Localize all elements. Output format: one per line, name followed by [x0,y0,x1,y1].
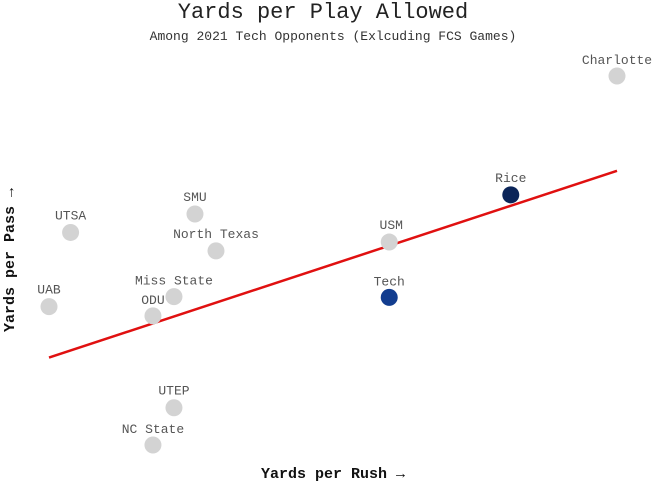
point-utsa [62,223,80,241]
point-miss-state [165,288,183,306]
y-axis-label: Yards per Pass → [2,188,19,332]
point-label-uab: UAB [37,283,61,298]
x-axis-label: Yards per Rush → [261,466,405,483]
point-label-nc-state: NC State [122,422,184,437]
point-smu [186,205,204,223]
point-charlotte [608,67,626,85]
point-label-north-texas: North Texas [173,227,259,242]
chart-subtitle: Among 2021 Tech Opponents (Exlcuding FCS… [150,29,517,44]
point-label-odu: ODU [141,293,164,308]
point-odu [144,307,162,325]
point-label-charlotte: Charlotte [582,53,652,68]
point-label-utsa: UTSA [55,208,86,223]
point-rice [502,186,520,204]
point-north-texas [207,242,225,260]
points-layer [40,67,626,454]
point-nc-state [144,436,162,454]
trendline [48,169,618,359]
point-label-usm: USM [380,218,403,233]
labels-layer: Charlotte Rice SMU UTSA USM North Texas Tech Mi… [37,53,652,437]
point-utep [165,399,183,417]
trendline-layer [48,169,618,359]
chart-title: Yards per Play Allowed [178,0,468,25]
point-label-utep: UTEP [158,384,189,399]
point-label-smu: SMU [183,190,206,205]
point-label-tech: Tech [374,274,405,289]
point-label-rice: Rice [495,171,526,186]
point-label-miss-state: Miss State [135,274,213,289]
point-tech [380,288,398,306]
point-usm [380,233,398,251]
point-uab [40,298,58,316]
